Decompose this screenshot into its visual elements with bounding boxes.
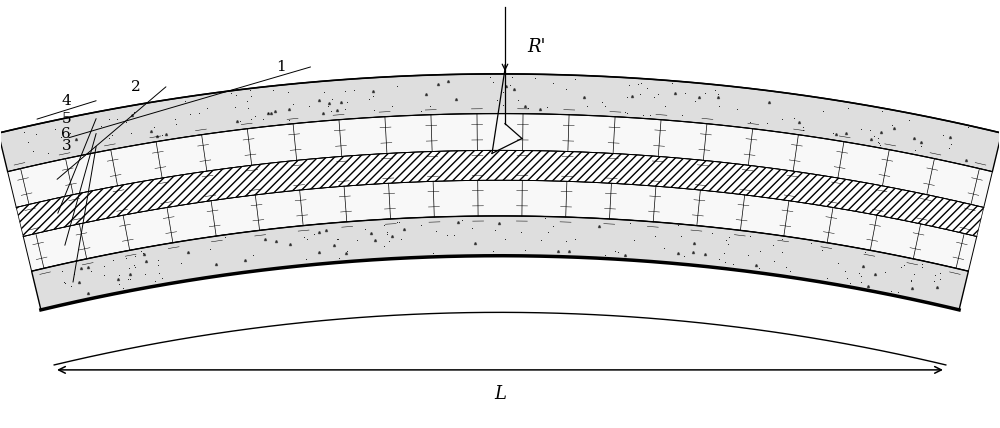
Text: L: L xyxy=(494,385,506,403)
Text: 4: 4 xyxy=(61,94,71,108)
Text: 3: 3 xyxy=(61,140,71,154)
Polygon shape xyxy=(23,180,977,271)
Polygon shape xyxy=(32,216,968,310)
Text: 1: 1 xyxy=(276,60,285,74)
Text: R': R' xyxy=(527,38,545,56)
Text: 2: 2 xyxy=(131,80,141,94)
Polygon shape xyxy=(0,74,1000,172)
Polygon shape xyxy=(8,114,992,208)
Polygon shape xyxy=(16,150,984,236)
Text: 5: 5 xyxy=(61,112,71,126)
Text: 6: 6 xyxy=(61,127,71,140)
